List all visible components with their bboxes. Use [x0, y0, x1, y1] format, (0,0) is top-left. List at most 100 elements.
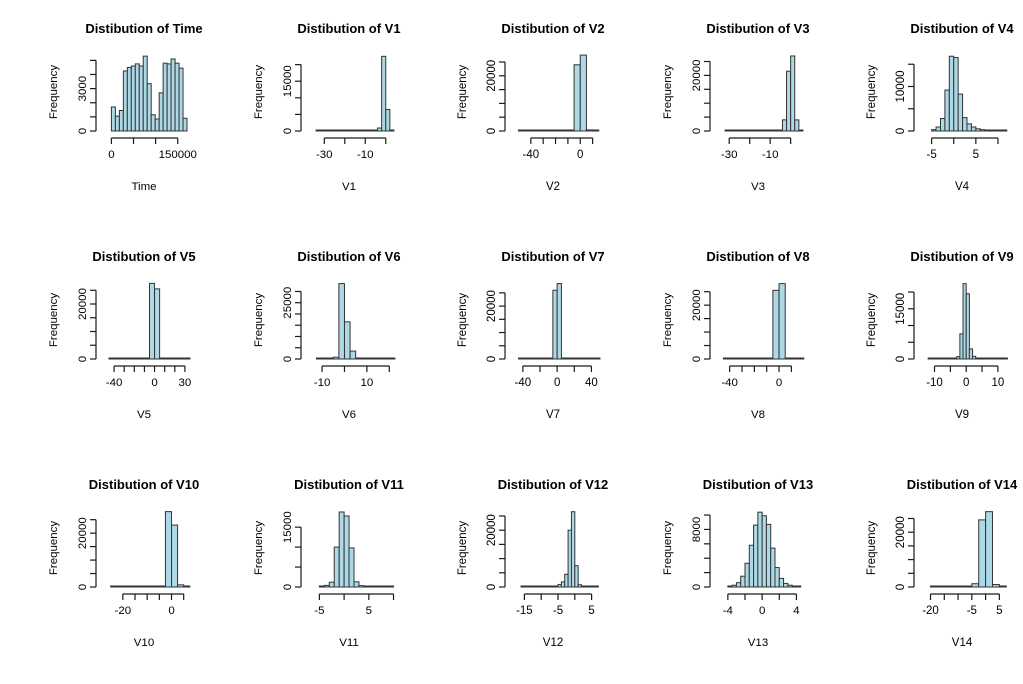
histogram-bar: [722, 357, 730, 360]
x-axis-label: V5: [137, 409, 151, 421]
histogram-bar: [971, 126, 977, 132]
y-tick-label: 0: [282, 584, 294, 590]
histogram-bar: [118, 357, 125, 360]
histogram-bar: [984, 129, 991, 132]
x-axis-label: V6: [342, 409, 356, 421]
histogram-bar: [128, 585, 136, 588]
x-axis-label: V3: [751, 181, 765, 193]
histogram-bar: [536, 129, 544, 132]
histogram-svg-V14: Distibution of V14 Frequency 0 20000 -20 -5 5 V…: [866, 477, 1018, 649]
panel-title: Distibution of V3: [706, 21, 809, 36]
y-tick-label: 10000: [895, 70, 907, 102]
x-axis-label: V2: [546, 181, 560, 193]
histogram-bar: [365, 357, 373, 360]
histogram-bar: [126, 66, 132, 132]
histogram-panel-V4: Distibution of V4 Frequency 0 10000 -5 5 V4: [818, 0, 1023, 228]
y-tick-label: 20000: [691, 289, 703, 321]
histogram-bar: [134, 63, 140, 132]
histogram-panel-V10: Distibution of V10 Frequency 0 20000 -20 0 V10: [0, 456, 205, 684]
panel-title: Distibution of V8: [706, 249, 809, 264]
x-tick-label: 0: [108, 149, 114, 161]
histogram-bar: [377, 357, 384, 360]
x-tick-label: -20: [115, 605, 132, 617]
histogram-bar: [992, 584, 1001, 588]
y-axis-label: Frequency: [866, 521, 878, 576]
histogram-bar: [123, 357, 130, 360]
histogram-bar: [364, 129, 370, 132]
y-tick-label: 0: [691, 356, 703, 362]
x-axis-label: Time: [131, 181, 156, 193]
histogram-bar: [164, 357, 171, 360]
x-tick-label: 30: [179, 377, 192, 389]
histogram-svg-V9: Distibution of V9 Frequency 0 15000 -10 0 10 V9: [866, 249, 1014, 421]
x-tick-label: 0: [963, 377, 969, 389]
histogram-svg-V6: Distibution of V6 Frequency 0 25000 -10 10 V6: [253, 249, 401, 421]
histogram-bar: [116, 585, 124, 588]
histogram-bar: [110, 585, 118, 588]
histogram-bar: [592, 129, 600, 132]
histogram-bar: [556, 283, 563, 360]
histogram-bar: [964, 585, 973, 588]
histogram-bar: [784, 357, 792, 360]
histogram-bar: [975, 128, 982, 132]
histogram-bar: [937, 585, 946, 588]
histogram-bar: [337, 283, 345, 360]
histogram-bar: [997, 129, 1004, 132]
histogram-bar: [527, 585, 532, 588]
y-axis-label: Frequency: [457, 293, 469, 348]
histogram-bar: [150, 114, 156, 132]
x-tick-label: -10: [357, 149, 374, 161]
histogram-bar: [531, 357, 537, 360]
y-axis-label: Frequency: [662, 293, 674, 348]
histogram-bar: [1004, 357, 1009, 360]
x-tick-label: -40: [515, 377, 532, 389]
histogram-bar: [985, 511, 994, 588]
histogram-panel-V12: Distibution of V12 Frequency 0 20000 -15 -5 5 V…: [409, 456, 614, 684]
histogram-panel-V1: Distibution of V1 Frequency 0 15000 -30 -10 V1: [205, 0, 410, 228]
x-axis-label: V11: [339, 637, 359, 649]
histogram-bar: [591, 585, 596, 588]
histogram-bar: [789, 55, 796, 132]
histogram-bar: [367, 585, 374, 588]
y-tick-label: 0: [691, 128, 703, 134]
y-tick-label: 0: [77, 584, 89, 590]
x-tick-label: 5: [973, 149, 979, 161]
histogram-bar: [140, 585, 148, 588]
panel-title: Distibution of V7: [502, 249, 605, 264]
panel-title: Distibution of V6: [297, 249, 400, 264]
histogram-bar: [170, 58, 176, 132]
histogram-bar: [539, 357, 545, 360]
histogram-bar: [969, 348, 974, 360]
histogram-panel-V3: Distibution of V3 Frequency 0 20000 -30 -10 V3: [614, 0, 819, 228]
histogram-bar: [184, 357, 191, 360]
y-tick-label: 0: [77, 128, 89, 134]
histogram-bar: [118, 110, 124, 132]
histogram-bar: [376, 127, 382, 132]
histogram-bar: [371, 357, 379, 360]
histogram-bar: [980, 129, 986, 132]
histogram-bar: [164, 511, 173, 588]
y-tick-label: 0: [282, 356, 294, 362]
histogram-bar: [349, 350, 356, 360]
histogram-bar: [962, 117, 968, 132]
histogram-svg-V5: Distibution of V5 Frequency 0 20000 -40 0 30 V5: [48, 249, 196, 421]
histogram-svg-V4: Distibution of V4 Frequency 0 10000 -5 5 V4: [866, 21, 1014, 193]
histogram-bar: [339, 129, 345, 132]
histogram-svg-V12: Distibution of V12 Frequency 0 20000 -15 -5 5 V…: [457, 477, 608, 649]
histogram-bar: [778, 577, 784, 588]
histogram-bar: [542, 129, 551, 132]
histogram-bar: [565, 357, 571, 360]
histogram-bar: [787, 584, 793, 588]
histogram-bar: [594, 585, 600, 588]
histogram-bar: [744, 562, 750, 588]
histogram-bar: [152, 585, 160, 588]
y-tick-label: 15000: [282, 65, 294, 97]
histogram-bar: [586, 129, 594, 132]
histogram-bar: [993, 129, 999, 132]
histogram-bar: [540, 585, 546, 588]
histogram-bar: [377, 585, 384, 588]
histogram-bar: [182, 117, 188, 132]
histogram-bar: [769, 129, 775, 132]
x-tick-label: -5: [967, 605, 977, 617]
histogram-bar: [332, 356, 339, 360]
